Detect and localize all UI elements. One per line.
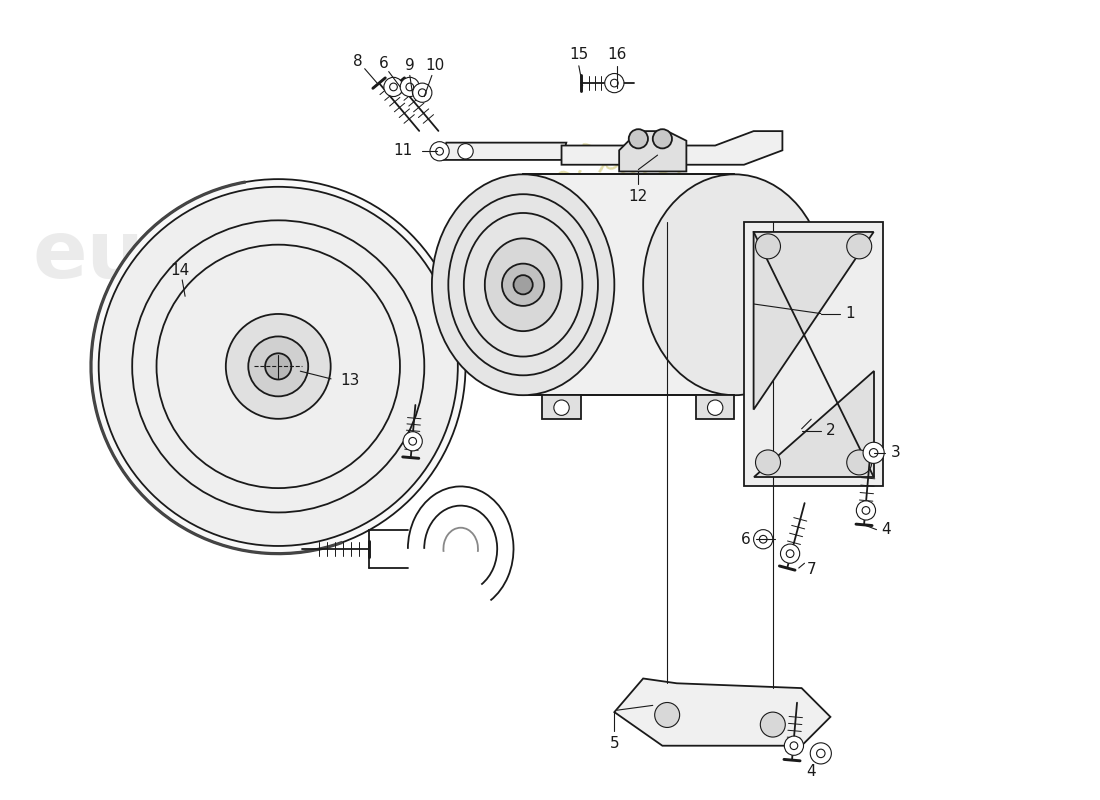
Circle shape [869, 449, 878, 457]
Circle shape [418, 89, 426, 97]
Circle shape [249, 337, 308, 396]
Circle shape [514, 275, 532, 294]
Circle shape [91, 179, 465, 554]
Circle shape [400, 78, 419, 97]
Circle shape [781, 544, 800, 563]
Circle shape [403, 432, 422, 451]
Text: 9: 9 [405, 58, 415, 74]
Polygon shape [561, 131, 782, 165]
Circle shape [430, 142, 449, 161]
Text: 1: 1 [845, 306, 855, 321]
Circle shape [265, 354, 292, 379]
Polygon shape [441, 142, 566, 160]
Circle shape [816, 749, 825, 758]
Text: 7: 7 [806, 562, 816, 578]
Text: 12: 12 [629, 189, 648, 204]
Polygon shape [615, 678, 830, 746]
Circle shape [759, 535, 767, 543]
Circle shape [409, 438, 417, 445]
Text: 10: 10 [425, 58, 444, 74]
Text: 14: 14 [170, 263, 190, 278]
Polygon shape [744, 222, 883, 486]
Circle shape [811, 743, 832, 764]
Text: 8: 8 [353, 54, 363, 70]
Circle shape [847, 234, 871, 259]
Circle shape [786, 550, 794, 558]
Circle shape [864, 442, 884, 463]
Polygon shape [754, 371, 873, 477]
Circle shape [754, 530, 773, 549]
Circle shape [847, 450, 871, 475]
Text: 4: 4 [806, 764, 816, 779]
Polygon shape [696, 395, 735, 419]
Circle shape [654, 702, 680, 727]
Polygon shape [542, 395, 581, 419]
Text: 5: 5 [609, 736, 619, 751]
Text: 11: 11 [394, 143, 412, 158]
Circle shape [707, 400, 723, 415]
Ellipse shape [485, 238, 561, 331]
Text: 2: 2 [826, 423, 835, 438]
Circle shape [652, 129, 672, 148]
Circle shape [226, 314, 331, 419]
Text: 4: 4 [881, 522, 891, 537]
Circle shape [784, 736, 803, 755]
Circle shape [412, 83, 432, 102]
Polygon shape [619, 131, 686, 171]
Text: a passion
since 1985: a passion since 1985 [549, 131, 727, 246]
Circle shape [862, 506, 870, 514]
Text: 3: 3 [891, 446, 901, 460]
Text: 16: 16 [607, 46, 627, 62]
Ellipse shape [432, 174, 615, 395]
Circle shape [384, 78, 403, 97]
Circle shape [629, 129, 648, 148]
Circle shape [99, 187, 458, 546]
Circle shape [502, 264, 544, 306]
Polygon shape [524, 174, 735, 395]
Ellipse shape [644, 174, 826, 395]
Text: 13: 13 [341, 374, 360, 388]
Text: 15: 15 [569, 46, 589, 62]
Circle shape [406, 83, 414, 90]
Circle shape [756, 450, 781, 475]
Polygon shape [754, 232, 873, 410]
Text: 6: 6 [741, 532, 751, 546]
Circle shape [458, 143, 473, 159]
Circle shape [610, 79, 618, 87]
Circle shape [756, 234, 781, 259]
Circle shape [389, 83, 397, 90]
Circle shape [436, 147, 443, 155]
Circle shape [790, 742, 798, 750]
Text: 6: 6 [379, 56, 388, 71]
Circle shape [760, 712, 785, 737]
Circle shape [554, 400, 569, 415]
Circle shape [856, 501, 876, 520]
Text: europes: europes [32, 217, 399, 295]
Circle shape [605, 74, 624, 93]
